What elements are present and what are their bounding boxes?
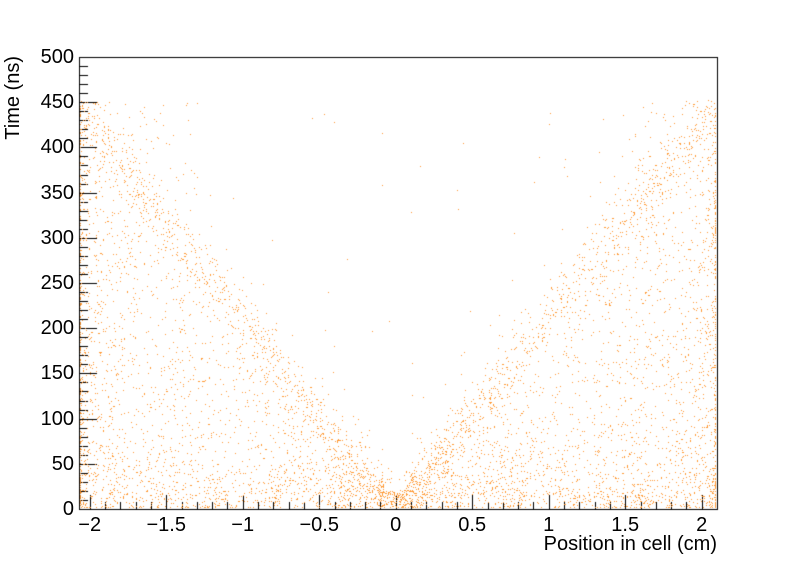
- x-tick-label: −1: [231, 514, 255, 536]
- y-tick-label: 250: [40, 272, 74, 294]
- y-tick-label: 350: [40, 181, 74, 204]
- x-tick-label: 2: [696, 514, 708, 536]
- y-tick-label: 400: [40, 136, 74, 159]
- y-tick-label: 300: [40, 226, 74, 249]
- y-tick-label: 100: [40, 407, 74, 430]
- y-tick-label: 0: [62, 498, 74, 520]
- x-tick-label: 0.5: [458, 514, 487, 536]
- x-tick-label: 1: [543, 514, 555, 536]
- x-tick-label: 1.5: [611, 514, 640, 536]
- y-tick-label: 150: [40, 362, 74, 385]
- x-tick-label: −2: [78, 514, 102, 536]
- x-axis-title: Position in cell (cm): [543, 533, 717, 555]
- x-tick-label: −1.5: [146, 514, 186, 536]
- y-tick-label: 50: [51, 452, 74, 475]
- x-tick-label: −0.5: [299, 514, 339, 536]
- y-tick-label: 200: [40, 317, 74, 340]
- y-tick-label: 450: [40, 91, 74, 114]
- y-tick-label: 500: [40, 46, 74, 68]
- x-tick-label: 0: [390, 514, 402, 536]
